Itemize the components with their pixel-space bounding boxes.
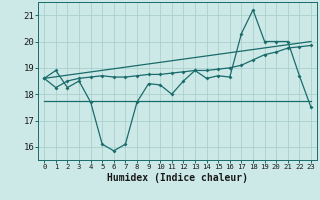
X-axis label: Humidex (Indice chaleur): Humidex (Indice chaleur)	[107, 173, 248, 183]
